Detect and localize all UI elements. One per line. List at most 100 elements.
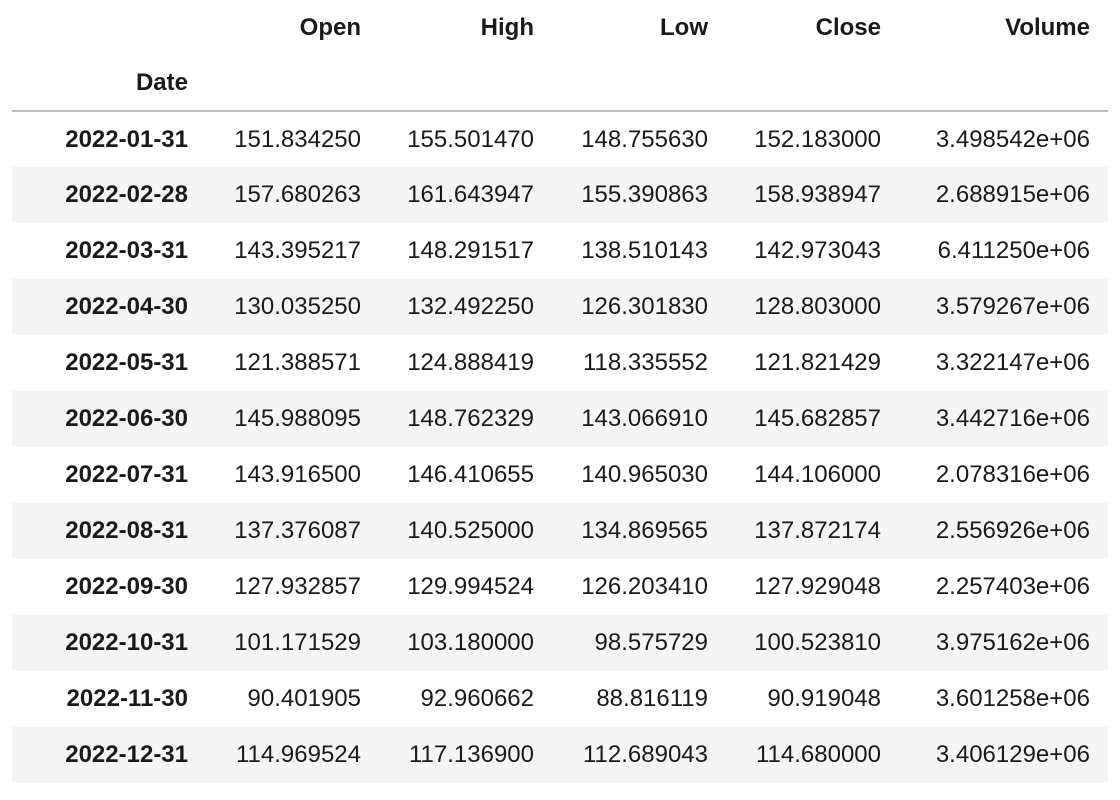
cell-high: 140.525000	[407, 517, 534, 544]
table-row: 2022-02-28 157.680263 161.643947 155.390863…	[12, 167, 1108, 223]
column-header-volume: Volume	[1005, 13, 1090, 41]
cell-open: 145.988095	[234, 405, 361, 432]
cell-close: 100.523810	[754, 629, 881, 656]
index-corner	[12, 0, 188, 55]
empty-header-cell	[188, 55, 361, 112]
cell-open: 101.171529	[234, 629, 361, 656]
table-row: 2022-12-31 114.969524 117.136900 112.689043…	[12, 727, 1108, 783]
cell-close: 137.872174	[754, 517, 881, 544]
cell-low: 134.869565	[581, 517, 708, 544]
cell-close: 144.106000	[754, 461, 881, 488]
column-header-close: Close	[815, 13, 881, 41]
cell-close: 128.803000	[754, 293, 881, 320]
dataframe-table: Open High Low Close Volume Date 2022-01-…	[12, 0, 1108, 783]
row-index-date: 2022-10-31	[65, 629, 188, 656]
cell-high: 132.492250	[407, 293, 534, 320]
table-row: 2022-06-30 145.988095 148.762329 143.066910…	[12, 391, 1108, 447]
cell-open: 151.834250	[234, 125, 361, 153]
cell-open: 157.680263	[234, 181, 361, 208]
cell-close: 152.183000	[754, 125, 881, 153]
cell-low: 88.816119	[596, 685, 708, 712]
cell-close: 142.973043	[754, 237, 881, 264]
cell-volume: 2.257403e+06	[935, 573, 1090, 600]
cell-open: 130.035250	[234, 293, 361, 320]
column-header-row: Open High Low Close Volume	[12, 0, 1108, 55]
cell-high: 148.762329	[407, 405, 534, 432]
table-row: 2022-09-30 127.932857 129.994524 126.203410…	[12, 559, 1108, 615]
row-index-date: 2022-06-30	[65, 405, 188, 432]
cell-open: 143.395217	[234, 237, 361, 264]
cell-low: 126.203410	[581, 573, 708, 600]
cell-low: 118.335552	[582, 349, 708, 376]
cell-high: 103.180000	[407, 629, 534, 656]
row-index-date: 2022-02-28	[65, 181, 188, 208]
index-name-row: Date	[12, 55, 1108, 112]
cell-volume: 2.556926e+06	[935, 517, 1090, 544]
cell-high: 124.888419	[407, 349, 534, 376]
row-index-date: 2022-09-30	[65, 573, 188, 600]
cell-low: 126.301830	[581, 293, 708, 320]
cell-high: 161.643947	[407, 181, 534, 208]
cell-low: 148.755630	[581, 125, 708, 153]
cell-volume: 3.406129e+06	[935, 741, 1090, 768]
table-header: Open High Low Close Volume Date	[12, 0, 1108, 112]
cell-close: 114.680000	[755, 741, 881, 768]
cell-volume: 6.411250e+06	[937, 237, 1090, 264]
column-header-high: High	[480, 13, 534, 41]
table-row: 2022-05-31 121.388571 124.888419 118.335552…	[12, 335, 1108, 391]
row-index-date: 2022-04-30	[65, 293, 188, 320]
cell-close: 145.682857	[754, 405, 881, 432]
row-index-date: 2022-08-31	[65, 517, 188, 544]
cell-volume: 3.442716e+06	[935, 405, 1090, 432]
cell-high: 148.291517	[407, 237, 534, 264]
cell-close: 90.919048	[767, 685, 881, 712]
cell-volume: 3.975162e+06	[935, 629, 1090, 656]
cell-low: 112.689043	[582, 741, 708, 768]
cell-high: 146.410655	[407, 461, 534, 488]
cell-open: 90.401905	[247, 685, 361, 712]
cell-low: 138.510143	[581, 237, 708, 264]
column-header-open: Open	[299, 13, 361, 41]
cell-high: 92.960662	[420, 685, 534, 712]
cell-volume: 2.688915e+06	[935, 181, 1090, 208]
table-row: 2022-07-31 143.916500 146.410655 140.965030…	[12, 447, 1108, 503]
cell-volume: 3.601258e+06	[935, 685, 1090, 712]
row-index-date: 2022-07-31	[65, 461, 188, 488]
table-row: 2022-01-31 151.834250 155.501470 148.755630…	[12, 111, 1108, 167]
cell-volume: 2.078316e+06	[935, 461, 1090, 488]
cell-volume: 3.579267e+06	[935, 293, 1090, 320]
empty-header-cell	[361, 55, 534, 112]
row-index-date: 2022-03-31	[65, 237, 188, 264]
cell-volume: 3.498542e+06	[935, 125, 1090, 153]
table-row: 2022-11-30 90.401905 92.960662 88.816119 90.…	[12, 671, 1108, 727]
column-header-low: Low	[660, 13, 708, 41]
cell-low: 155.390863	[581, 181, 708, 208]
row-index-date: 2022-11-30	[66, 685, 188, 712]
cell-low: 98.575729	[594, 629, 708, 656]
cell-close: 121.821429	[754, 349, 881, 376]
row-index-date: 2022-01-31	[65, 125, 188, 153]
empty-header-cell	[881, 55, 1108, 112]
cell-low: 143.066910	[581, 405, 708, 432]
table-row: 2022-03-31 143.395217 148.291517 138.510143…	[12, 223, 1108, 279]
table-row: 2022-08-31 137.376087 140.525000 134.869565…	[12, 503, 1108, 559]
cell-open: 143.916500	[234, 461, 361, 488]
cell-high: 155.501470	[407, 125, 534, 153]
cell-high: 129.994524	[407, 573, 534, 600]
cell-open: 137.376087	[234, 517, 361, 544]
cell-open: 121.388571	[234, 349, 361, 376]
empty-header-cell	[708, 55, 881, 112]
cell-volume: 3.322147e+06	[935, 349, 1090, 376]
cell-high: 117.136900	[408, 741, 534, 768]
table-row: 2022-10-31 101.171529 103.180000 98.575729 1…	[12, 615, 1108, 671]
cell-close: 158.938947	[754, 181, 881, 208]
row-index-date: 2022-12-31	[65, 741, 188, 768]
table-row: 2022-04-30 130.035250 132.492250 126.301830…	[12, 279, 1108, 335]
cell-open: 114.969524	[235, 741, 361, 768]
empty-header-cell	[534, 55, 708, 112]
cell-close: 127.929048	[754, 573, 881, 600]
cell-open: 127.932857	[234, 573, 361, 600]
cell-low: 140.965030	[581, 461, 708, 488]
index-name-date: Date	[12, 55, 188, 112]
row-index-date: 2022-05-31	[65, 349, 188, 376]
